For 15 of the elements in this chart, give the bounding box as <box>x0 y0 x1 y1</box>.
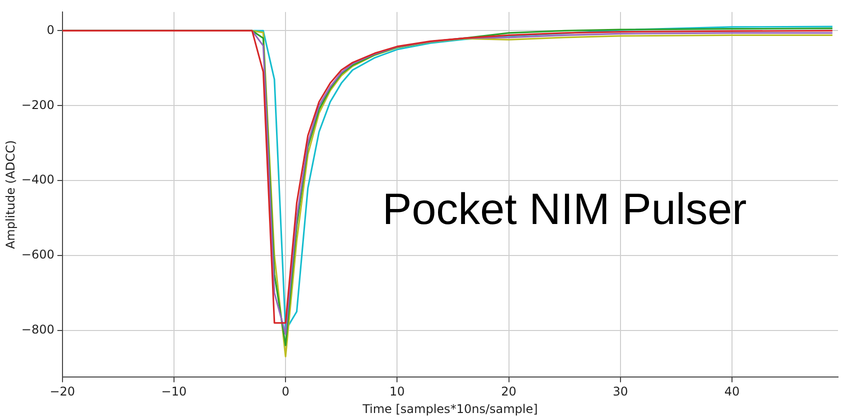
y-tick-label: −400 <box>21 172 54 187</box>
y-tick-label: −800 <box>21 322 54 337</box>
x-tick-label: 0 <box>282 384 290 399</box>
x-tick-label: 10 <box>390 384 405 399</box>
x-tick-label: −20 <box>50 384 76 399</box>
x-axis-title: Time [samples*10ns/sample] <box>362 402 538 416</box>
x-tick-label: 30 <box>612 384 628 399</box>
y-tick-label: −600 <box>21 248 54 262</box>
annotation: Pocket NIM Pulser <box>382 185 747 234</box>
y-tick-label: −200 <box>21 98 54 112</box>
x-tick-label: 20 <box>501 384 516 399</box>
x-tick-label: −10 <box>161 384 187 399</box>
y-tick-label: 0 <box>46 22 54 37</box>
y-axis-title: Amplitude (ADCC) <box>3 140 18 250</box>
x-tick-label: 40 <box>724 384 740 399</box>
